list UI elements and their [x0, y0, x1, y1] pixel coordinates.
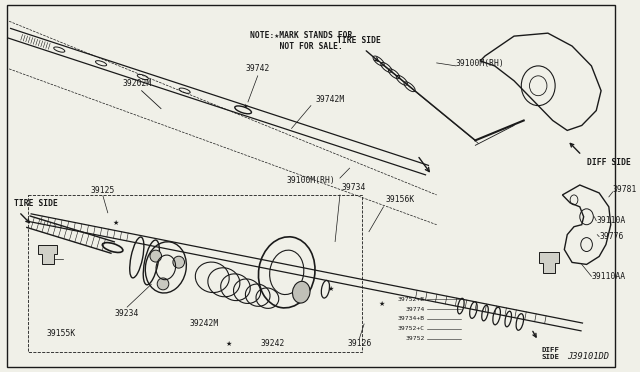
Text: 39202M: 39202M [122, 79, 152, 88]
Text: 39734: 39734 [342, 183, 366, 192]
Text: 39752+C: 39752+C [398, 326, 425, 331]
Ellipse shape [143, 240, 159, 285]
Text: 39742: 39742 [246, 64, 270, 73]
Text: 39155K: 39155K [47, 329, 76, 339]
Circle shape [150, 250, 161, 262]
Ellipse shape [130, 237, 144, 278]
Text: 39734+B: 39734+B [398, 317, 425, 321]
Text: ★: ★ [225, 341, 232, 347]
Text: 39110AA: 39110AA [591, 272, 625, 281]
Text: 39752+B: 39752+B [398, 296, 425, 302]
Ellipse shape [235, 106, 252, 114]
Circle shape [173, 256, 184, 268]
Bar [28, 195, 362, 352]
Ellipse shape [516, 314, 524, 330]
Text: ★: ★ [243, 105, 248, 109]
Text: ★: ★ [378, 301, 385, 307]
Text: 39110A: 39110A [596, 216, 625, 225]
Polygon shape [38, 244, 58, 264]
Ellipse shape [102, 243, 123, 253]
Ellipse shape [292, 281, 310, 303]
Text: DIFF
SIDE: DIFF SIDE [541, 347, 559, 360]
Text: TIRE SIDE: TIRE SIDE [337, 36, 381, 45]
Ellipse shape [458, 298, 464, 314]
Text: ★: ★ [113, 220, 118, 226]
Text: 39774: 39774 [406, 307, 425, 312]
Text: 39156K: 39156K [385, 195, 415, 204]
Text: 39781: 39781 [612, 186, 637, 195]
Text: 39126: 39126 [347, 339, 371, 348]
Text: 39234: 39234 [115, 309, 140, 318]
Text: NOTE:★MARK STANDS FOR
    NOT FOR SALE.: NOTE:★MARK STANDS FOR NOT FOR SALE. [250, 31, 353, 51]
Ellipse shape [470, 302, 477, 318]
Text: ★: ★ [327, 286, 333, 292]
Text: DIFF SIDE: DIFF SIDE [587, 158, 630, 167]
Ellipse shape [493, 307, 500, 325]
Text: 39742M: 39742M [316, 94, 345, 104]
Polygon shape [539, 251, 559, 273]
Ellipse shape [321, 280, 330, 298]
Text: 39242: 39242 [260, 339, 284, 348]
Text: TIRE SIDE: TIRE SIDE [14, 199, 58, 208]
Circle shape [157, 278, 169, 290]
Text: 39242M: 39242M [190, 320, 219, 328]
Ellipse shape [482, 305, 488, 321]
Text: 39125: 39125 [91, 186, 115, 195]
Text: 39100M(RH): 39100M(RH) [456, 60, 505, 68]
Text: 39776: 39776 [599, 232, 623, 241]
Text: 39100M(RH): 39100M(RH) [286, 176, 335, 185]
Text: 39752: 39752 [406, 336, 425, 341]
Ellipse shape [505, 311, 511, 327]
Text: J39101DD: J39101DD [567, 352, 609, 361]
